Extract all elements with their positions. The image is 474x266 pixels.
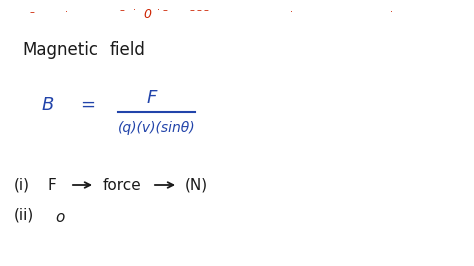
- Text: field: field: [110, 41, 146, 59]
- Text: Magnetic: Magnetic: [22, 41, 98, 59]
- Text: –: –: [30, 7, 35, 17]
- Text: ·: ·: [390, 7, 393, 17]
- Text: –: –: [163, 5, 168, 15]
- Text: ·: ·: [133, 5, 136, 15]
- Text: F: F: [147, 89, 157, 107]
- Text: ·: ·: [65, 7, 68, 17]
- Text: F: F: [48, 177, 57, 193]
- Text: –: –: [190, 5, 195, 15]
- Text: B: B: [42, 96, 55, 114]
- Text: –: –: [197, 5, 202, 15]
- Text: =: =: [80, 96, 95, 114]
- Text: ·: ·: [290, 7, 293, 17]
- Text: (ii): (ii): [14, 207, 34, 222]
- Text: (N): (N): [185, 177, 208, 193]
- Text: (i): (i): [14, 177, 30, 193]
- Text: –: –: [120, 5, 125, 15]
- Text: (q)(v)(sinθ): (q)(v)(sinθ): [118, 121, 196, 135]
- Text: o: o: [55, 210, 64, 225]
- Text: ·: ·: [157, 5, 160, 15]
- Text: –: –: [204, 5, 209, 15]
- Text: 0: 0: [143, 7, 151, 20]
- Text: force: force: [103, 177, 142, 193]
